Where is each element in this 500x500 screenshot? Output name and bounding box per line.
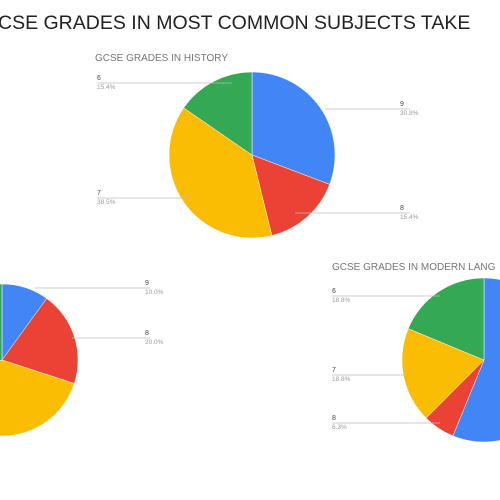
- slice-label: 8: [145, 330, 149, 337]
- slice-label: 7: [97, 190, 101, 197]
- pie-slice: [0, 283, 3, 361]
- pie-slice: [251, 71, 336, 185]
- pie-slice: [251, 154, 330, 236]
- pie-slice: [0, 359, 75, 437]
- pie-slice: [183, 71, 253, 156]
- chart-title: GCSE GRADES IN HISTORY: [95, 53, 228, 64]
- pie-slice: [407, 277, 485, 361]
- value-label: 20.0%: [145, 339, 164, 346]
- slice-label: 8: [332, 415, 336, 422]
- pie-slice: [401, 328, 485, 419]
- slice-label: 7: [332, 367, 336, 374]
- value-label: 30.8%: [400, 110, 419, 117]
- slice-label: 6: [97, 75, 101, 82]
- slice-label: 9: [400, 101, 404, 108]
- slice-label: 9: [145, 280, 149, 287]
- pie-slice: [1, 298, 79, 384]
- value-label: 18.8%: [332, 376, 351, 383]
- pie-slice: [452, 277, 500, 443]
- pie-slice: [168, 107, 273, 239]
- value-label: 10.0%: [145, 289, 164, 296]
- value-label: 15.4%: [400, 214, 419, 221]
- value-label: 6.3%: [332, 424, 347, 431]
- value-label: 18.8%: [332, 297, 351, 304]
- slice-label: 8: [400, 205, 404, 212]
- chart-title: GCSE GRADES IN MODERN LANG: [332, 262, 496, 273]
- value-label: 38.5%: [97, 199, 116, 206]
- value-label: 15.4%: [97, 84, 116, 91]
- page-title: CSE GRADES IN MOST COMMON SUBJECTS TAKE: [0, 12, 470, 34]
- slice-label: 6: [332, 288, 336, 295]
